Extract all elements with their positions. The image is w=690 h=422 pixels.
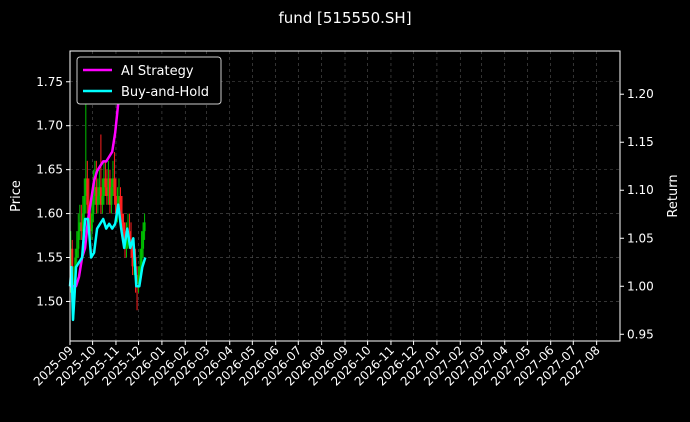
right-axis: 0.95 1.00 1.05 1.10 1.15 1.20	[620, 87, 654, 341]
left-tick-label: 1.75	[36, 75, 63, 89]
left-tick-label: 1.60	[36, 207, 63, 221]
candle-body	[143, 222, 146, 232]
legend: AI Strategy Buy-and-Hold	[76, 56, 222, 105]
candle-body	[105, 187, 108, 196]
legend-label-ai-strategy: AI Strategy	[121, 64, 194, 79]
candle-body	[98, 187, 101, 196]
left-tick-label: 1.65	[36, 163, 63, 177]
candle-body	[95, 187, 98, 205]
left-tick-label: 1.50	[36, 294, 63, 308]
candle-body	[120, 213, 123, 223]
candle-body	[69, 248, 72, 276]
candle-body	[102, 178, 105, 196]
candle-body	[104, 178, 107, 188]
series-line-buy-and-hold	[68, 203, 147, 322]
right-tick-label: 1.00	[627, 279, 654, 293]
candle-body	[86, 178, 89, 205]
candle-body	[84, 178, 87, 196]
left-tick-label: 1.55	[36, 251, 63, 265]
candle-body	[78, 222, 81, 232]
candle-body	[140, 248, 143, 267]
candle-body	[77, 231, 80, 249]
x-axis: 2025-092025-102025-112025-122026-012026-…	[31, 341, 603, 389]
candle-body	[80, 222, 83, 232]
right-tick-label: 1.15	[627, 135, 654, 149]
candle-body	[90, 213, 93, 232]
left-axis: 1.50 1.55 1.60 1.65 1.70 1.75	[36, 75, 70, 308]
legend-label-buy-and-hold: Buy-and-Hold	[121, 85, 209, 100]
candle-body	[83, 196, 86, 214]
candle-body	[93, 187, 96, 196]
left-axis-label: Price	[9, 180, 24, 212]
candle-body	[96, 196, 99, 205]
candle-body	[117, 196, 120, 205]
candle-body	[125, 239, 128, 249]
right-tick-label: 1.20	[627, 87, 654, 101]
right-tick-label: 1.10	[627, 183, 654, 197]
candle-body	[122, 222, 125, 232]
candle-body	[81, 213, 84, 232]
candle-body	[114, 196, 117, 214]
left-tick-label: 1.70	[36, 119, 63, 133]
chart-title: fund [515550.SH]	[278, 9, 411, 27]
candle-body	[139, 266, 142, 276]
candle-body	[113, 178, 116, 196]
right-tick-label: 1.05	[627, 231, 654, 245]
legend-box	[76, 56, 222, 105]
right-tick-label: 0.95	[627, 327, 654, 341]
candle-body	[101, 196, 104, 205]
right-axis-label: Return	[666, 174, 681, 217]
candle-body	[110, 187, 113, 205]
candle-body	[131, 248, 134, 267]
candle-body	[99, 187, 102, 205]
candle-body	[107, 178, 110, 196]
candle-body	[75, 248, 78, 258]
candle-body	[111, 178, 114, 188]
candle-body	[92, 196, 95, 214]
candle-body	[119, 196, 122, 214]
candle-body	[108, 178, 111, 205]
candle-body	[137, 275, 140, 284]
candle-body	[142, 231, 145, 249]
candle-body	[89, 213, 92, 232]
